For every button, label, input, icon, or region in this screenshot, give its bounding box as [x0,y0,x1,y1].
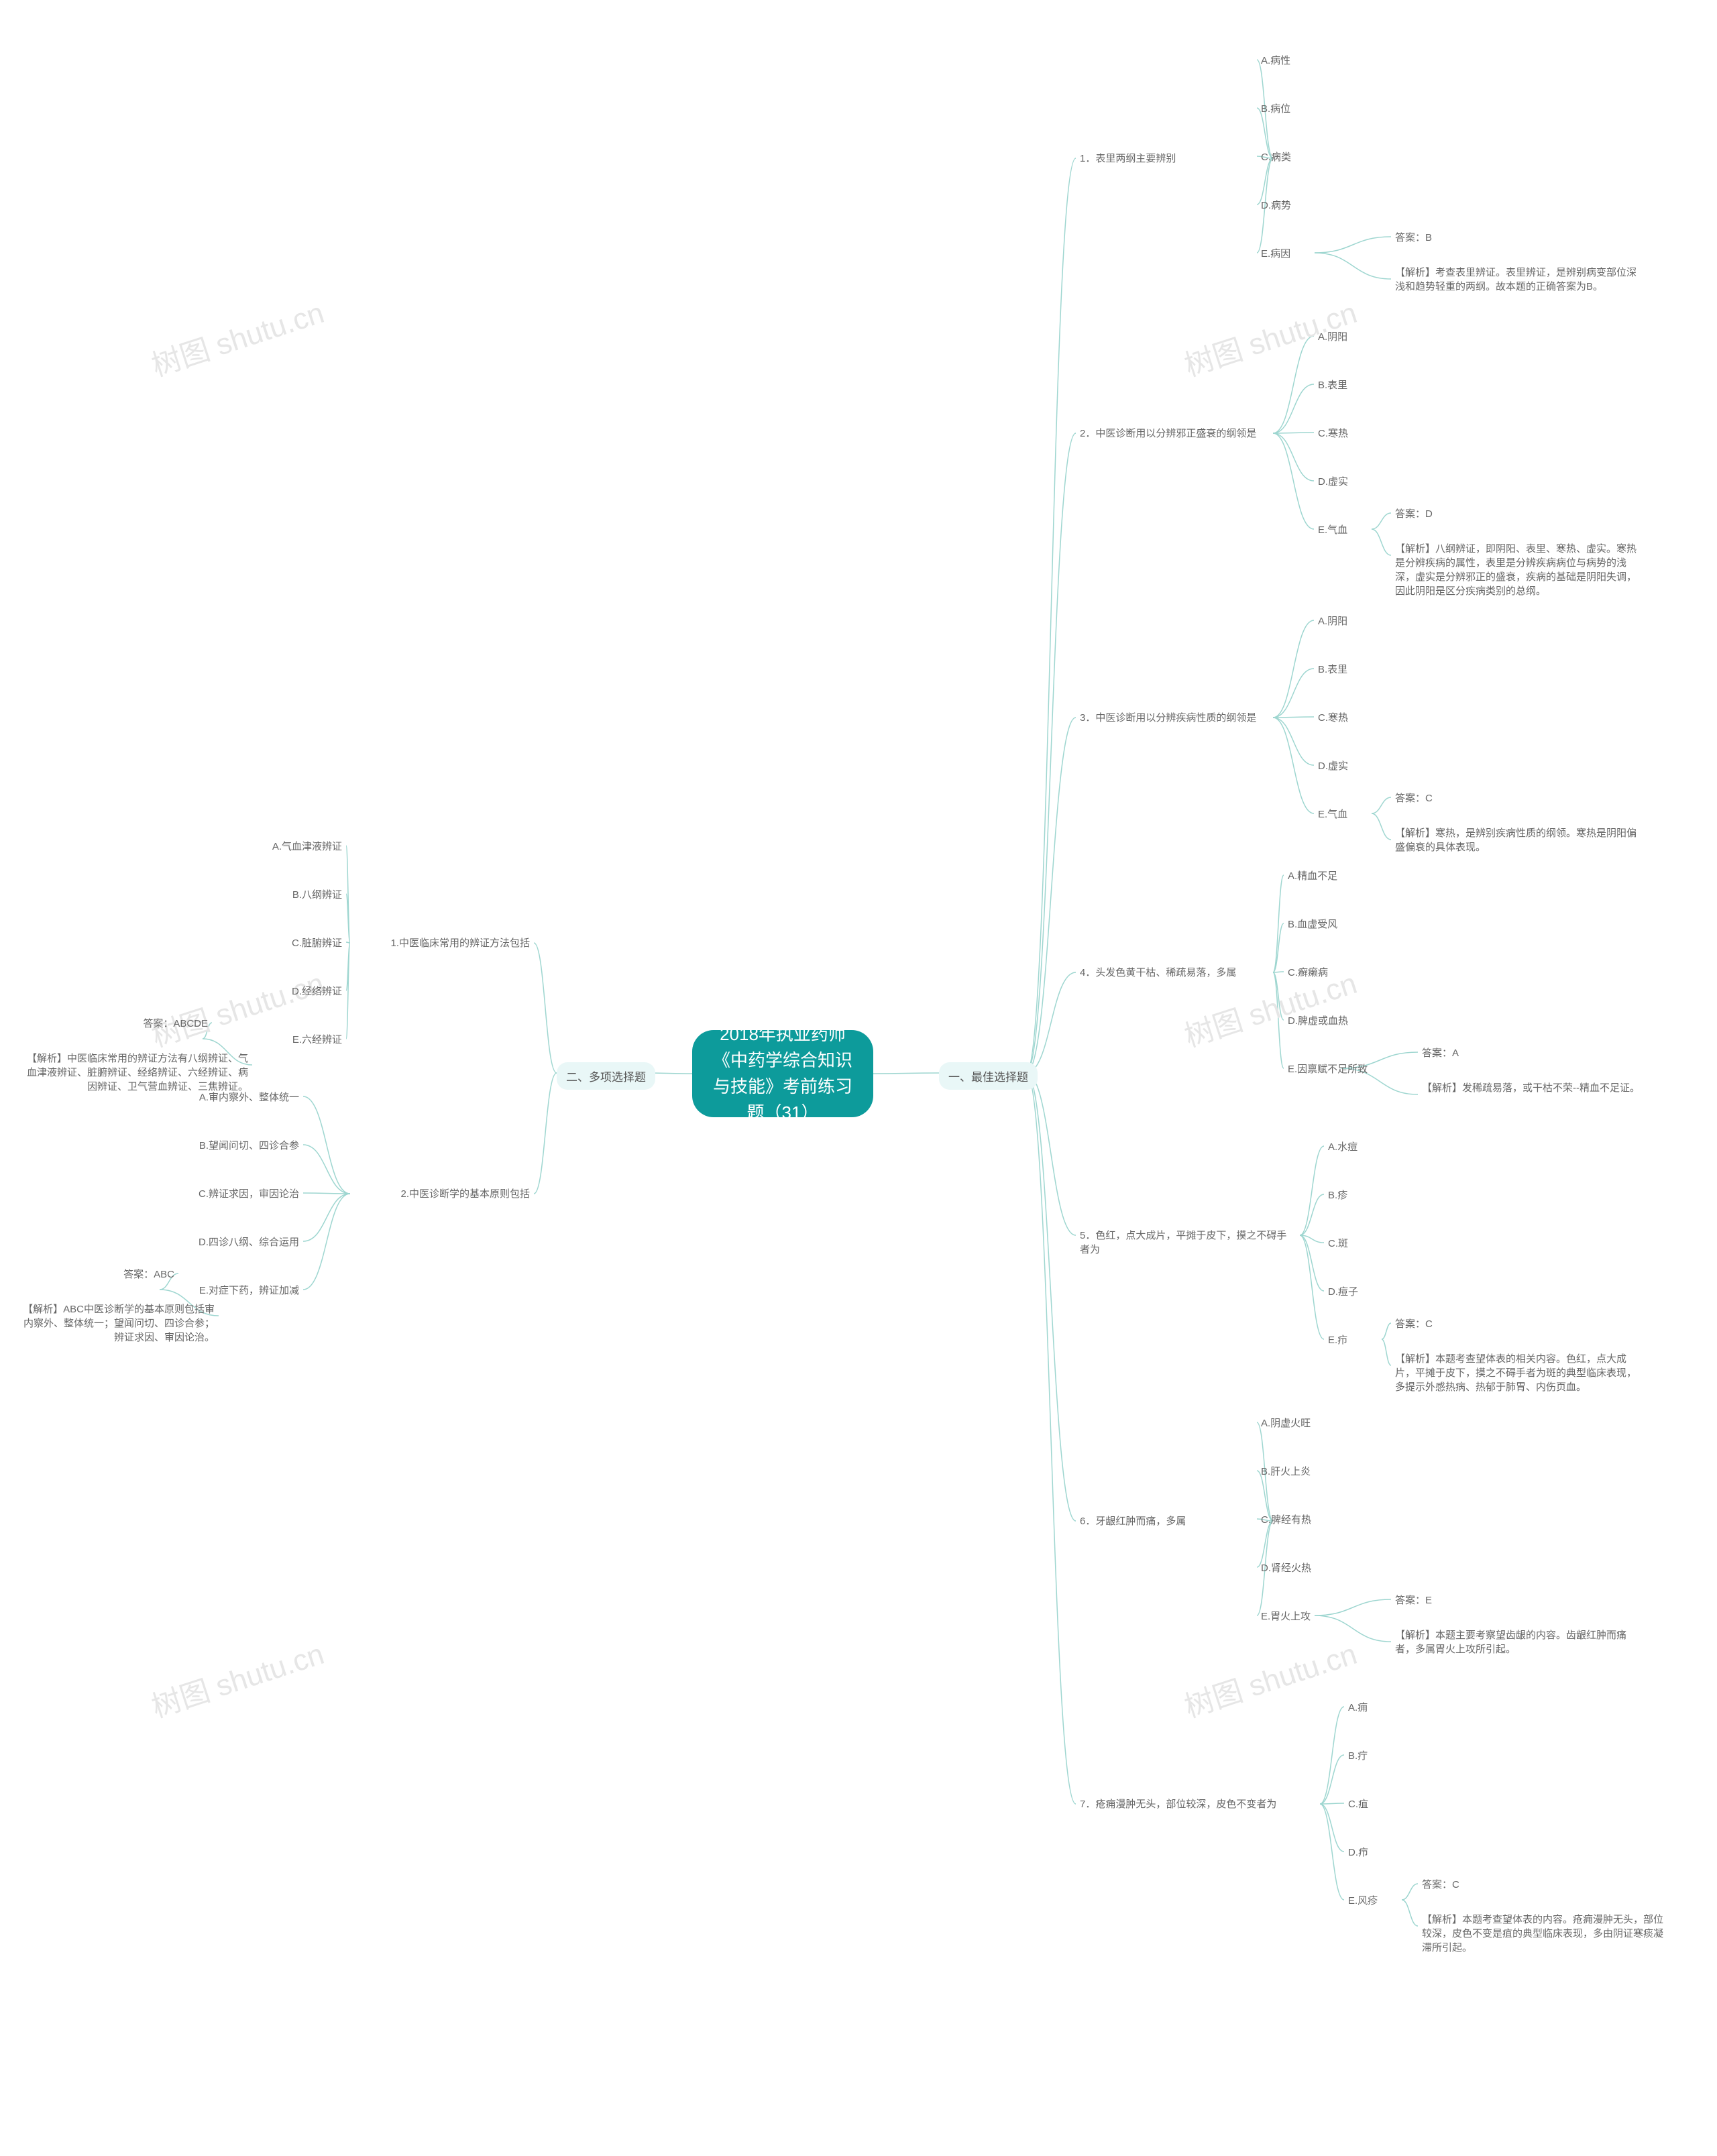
leaf-node: 答案：E [1395,1593,1529,1607]
leaf-node: A.痈 [1348,1701,1482,1715]
leaf-node: D.病势 [1261,198,1395,213]
leaf-node: 6．牙龈红肿而痛，多属 [1080,1514,1268,1528]
leaf-node: 【解析】八纲辨证，即阴阳、表里、寒热、虚实。寒热是分辨疾病的属性，表里是分辨疾病… [1395,542,1637,598]
root-label: 2018年执业药师《中药学综合知识与技能》考前练习题（31） [708,1021,857,1126]
leaf-node: 2．中医诊断用以分辨邪正盛衰的纲领是 [1080,427,1268,441]
section-1: 一、最佳选择题 [939,1062,1038,1090]
leaf-node: 答案：D [1395,507,1529,521]
leaf-node: 【解析】中医临床常用的辨证方法有八纲辨证、气血津液辨证、脏腑辨证、经络辨证、六经… [27,1052,248,1094]
leaf-node: B.表里 [1318,663,1452,677]
leaf-node: 答案：C [1395,1317,1529,1331]
leaf-node: D.脾虚或血热 [1288,1014,1422,1028]
leaf-node: C.斑 [1328,1237,1462,1251]
leaf-node: B.肝火上炎 [1261,1465,1395,1479]
leaf-node: 答案：C [1395,791,1529,805]
leaf-node: C.辨证求因，审因论治 [165,1187,299,1201]
leaf-node: A.精血不足 [1288,869,1422,883]
leaf-node: D.虚实 [1318,475,1452,489]
leaf-node: D.疖 [1348,1846,1482,1860]
leaf-node: C.寒热 [1318,427,1452,441]
leaf-node: A.阴虚火旺 [1261,1416,1395,1430]
leaf-node: 答案：A [1422,1046,1556,1060]
leaf-node: E.六经辨证 [208,1033,342,1047]
leaf-node: 2.中医诊断学的基本原则包括 [355,1187,530,1201]
leaf-node: 1．表里两纲主要辨别 [1080,152,1268,166]
leaf-node: A.审内察外、整体统一 [165,1090,299,1104]
leaf-node: 【解析】本题考查望体表的内容。疮痈漫肿无头，部位较深，皮色不变是疽的典型临床表现… [1422,1913,1663,1955]
section-1-label: 一、最佳选择题 [948,1071,1028,1084]
leaf-node: 【解析】ABC中医诊断学的基本原则包括审内察外、整体统一；望闻问切、四诊合参；辨… [20,1302,215,1345]
leaf-node: 答案：B [1395,231,1529,245]
leaf-node: E.因禀赋不足所致 [1288,1062,1422,1076]
root-node: 2018年执业药师《中药学综合知识与技能》考前练习题（31） [692,1030,873,1117]
leaf-node: A.水痘 [1328,1140,1462,1154]
leaf-node: A.阴阳 [1318,614,1452,628]
mindmap-canvas: 树图 shutu.cn树图 shutu.cn树图 shutu.cn树图 shut… [0,0,1717,2156]
leaf-node: D.肾经火热 [1261,1561,1395,1575]
leaf-node: 3．中医诊断用以分辨疾病性质的纲领是 [1080,711,1268,725]
leaf-node: 5．色红，点大成片，平摊于皮下，摸之不碍手者为 [1080,1229,1294,1257]
leaf-node: C.脾经有热 [1261,1513,1395,1527]
watermark: 树图 shutu.cn [1178,1630,1362,1725]
leaf-node: 【解析】考查表里辨证。表里辨证，是辨别病变部位深浅和趋势轻重的两纲。故本题的正确… [1395,266,1637,294]
section-2-label: 二、多项选择题 [566,1071,646,1084]
leaf-node: A.病性 [1261,54,1395,68]
leaf-node: E.气血 [1318,807,1452,821]
leaf-node: E.病因 [1261,247,1395,261]
watermark: 树图 shutu.cn [146,288,329,384]
leaf-node: E.对症下药，辨证加减 [165,1284,299,1298]
leaf-node: 7．疮痈漫肿无头，部位较深，皮色不变者为 [1080,1797,1315,1811]
leaf-node: 【解析】发稀疏易落，或干枯不荣--精血不足证。 [1422,1081,1663,1095]
watermark: 树图 shutu.cn [146,1630,329,1725]
leaf-node: E.风疹 [1348,1894,1482,1908]
leaf-node: B.血虚受风 [1288,917,1422,931]
leaf-node: E.气血 [1318,523,1452,537]
leaf-node: B.病位 [1261,102,1395,116]
leaf-node: 1.中医临床常用的辨证方法包括 [355,936,530,950]
leaf-node: E.疖 [1328,1333,1462,1347]
leaf-node: 4．头发色黄干枯、稀疏易落，多属 [1080,966,1268,980]
leaf-node: 【解析】本题考查望体表的相关内容。色红，点大成片，平摊于皮下，摸之不碍手者为斑的… [1395,1352,1637,1394]
leaf-node: D.痘子 [1328,1285,1462,1299]
leaf-node: 答案：ABCDE [27,1017,208,1031]
leaf-node: E.胃火上攻 [1261,1609,1395,1624]
leaf-node: C.癣癞病 [1288,966,1422,980]
leaf-node: C.病类 [1261,150,1395,164]
leaf-node: C.脏腑辨证 [208,936,342,950]
leaf-node: 答案：C [1422,1878,1556,1892]
leaf-node: D.经络辨证 [208,984,342,999]
leaf-node: A.阴阳 [1318,330,1452,344]
leaf-node: C.疽 [1348,1797,1482,1811]
leaf-node: 【解析】寒热，是辨别疾病性质的纲领。寒热是阴阳偏盛偏衰的具体表现。 [1395,826,1637,854]
leaf-node: D.四诊八纲、综合运用 [165,1235,299,1249]
leaf-node: B.疔 [1348,1749,1482,1763]
section-2: 二、多项选择题 [557,1062,655,1090]
leaf-node: B.表里 [1318,378,1452,392]
leaf-node: A.气血津液辨证 [208,840,342,854]
leaf-node: 答案：ABC [20,1267,174,1282]
leaf-node: 【解析】本题主要考察望齿龈的内容。齿龈红肿而痛者，多属胃火上攻所引起。 [1395,1628,1637,1656]
leaf-node: D.虚实 [1318,759,1452,773]
leaf-node: B.八纲辨证 [208,888,342,902]
leaf-node: C.寒热 [1318,711,1452,725]
leaf-node: B.望闻问切、四诊合参 [165,1139,299,1153]
leaf-node: B.疹 [1328,1188,1462,1202]
